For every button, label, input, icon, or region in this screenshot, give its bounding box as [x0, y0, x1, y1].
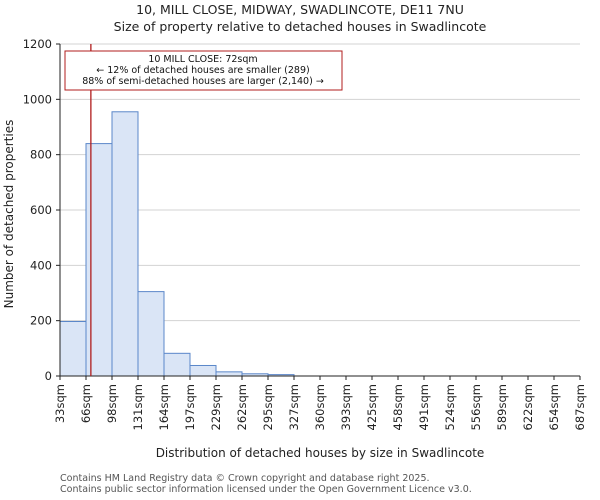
x-tick-label: 295sqm	[261, 384, 275, 430]
y-tick-label: 1000	[23, 92, 52, 106]
y-tick-label: 600	[30, 203, 52, 217]
annotation-line-2: ← 12% of detached houses are smaller (28…	[96, 65, 309, 76]
x-tick-label: 622sqm	[521, 384, 535, 430]
x-tick-label: 360sqm	[313, 384, 327, 430]
y-tick-label: 0	[45, 369, 52, 383]
chart-title: 10, MILL CLOSE, MIDWAY, SWADLINCOTE, DE1…	[136, 2, 464, 17]
x-tick-label: 654sqm	[547, 384, 561, 430]
x-tick-label: 131sqm	[131, 384, 145, 430]
x-tick-label: 524sqm	[443, 384, 457, 430]
annotation-line-3: 88% of semi-detached houses are larger (…	[82, 76, 324, 87]
x-tick-label: 589sqm	[495, 384, 509, 430]
y-tick-label: 1200	[23, 37, 52, 51]
x-tick-label: 66sqm	[79, 384, 93, 423]
x-tick-label: 393sqm	[339, 384, 353, 430]
x-tick-label: 458sqm	[391, 384, 405, 430]
x-axis-label: Distribution of detached houses by size …	[156, 446, 485, 460]
annotation-box: 10 MILL CLOSE: 72sqm ← 12% of detached h…	[64, 50, 343, 91]
y-tick-label: 400	[30, 258, 52, 272]
x-tick-label: 327sqm	[287, 384, 301, 430]
histogram-bar	[85, 143, 113, 377]
x-tick-label: 491sqm	[417, 384, 431, 430]
footer-line-1: Contains HM Land Registry data © Crown c…	[60, 473, 430, 484]
histogram-chart: 0 200 400 600 800 1000 1200 33sqm 66sqm 98sqm 131…	[2, 37, 587, 460]
y-tick-label: 800	[30, 148, 52, 162]
annotation-line-1: 10 MILL CLOSE: 72sqm	[148, 54, 257, 65]
chart-subtitle: Size of property relative to detached ho…	[113, 19, 487, 34]
histogram-bar	[215, 371, 243, 377]
x-tick-label: 197sqm	[183, 384, 197, 430]
histogram-bar	[137, 291, 165, 377]
histogram-bar	[189, 364, 217, 377]
histogram-bar	[111, 111, 139, 377]
footer-line-2: Contains public sector information licen…	[60, 484, 472, 495]
x-tick-label: 33sqm	[53, 384, 67, 423]
histogram-bar	[163, 352, 191, 377]
x-tick-label: 164sqm	[157, 384, 171, 430]
annotation-frame	[64, 50, 343, 91]
y-axis-label: Number of detached properties	[2, 120, 16, 309]
y-ticks: 0 200 400 600 800 1000 1200	[23, 37, 60, 383]
y-tick-label: 200	[30, 314, 52, 328]
x-tick-label: 556sqm	[469, 384, 483, 430]
bars	[59, 111, 295, 377]
histogram-bar	[59, 320, 87, 377]
x-tick-label: 687sqm	[573, 384, 587, 430]
x-tick-label: 262sqm	[235, 384, 249, 430]
x-ticks: 33sqm 66sqm 98sqm 131sqm 164sqm 197sqm 229sqm 2…	[53, 376, 587, 430]
x-tick-label: 98sqm	[105, 384, 119, 423]
x-tick-label: 425sqm	[365, 384, 379, 430]
x-tick-label: 229sqm	[209, 384, 223, 430]
